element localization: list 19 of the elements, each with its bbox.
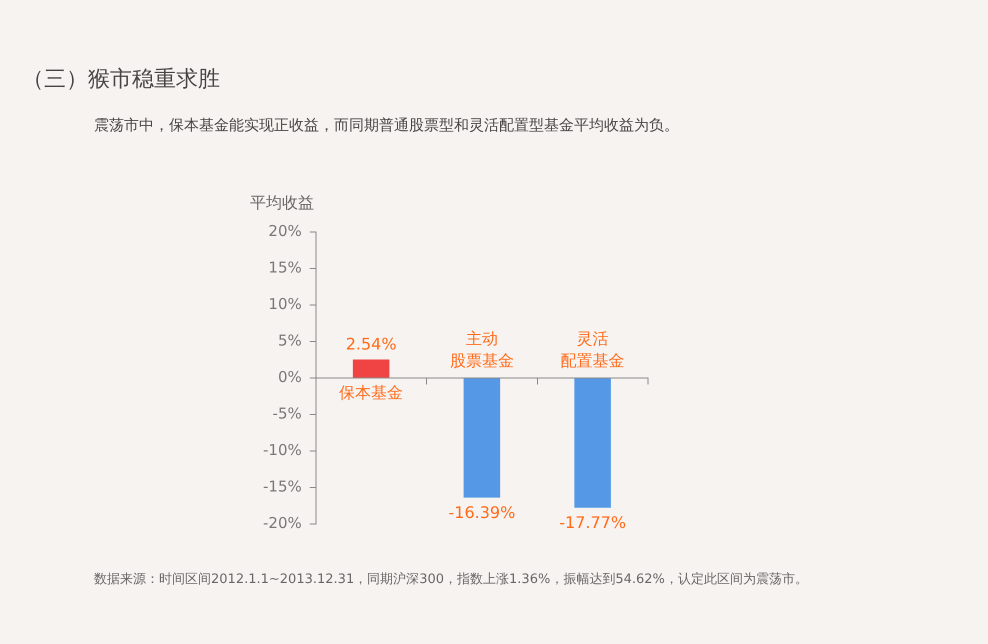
y-tick-label: -10% bbox=[262, 440, 302, 459]
source-note: 数据来源：时间区间2012.1.1~2013.12.31，同期沪深300，指数上涨1.36%，振幅达到54.62%，认定此区间为震荡市。 bbox=[94, 571, 808, 588]
x-tick-label: 灵活配置基金 bbox=[560, 329, 625, 370]
y-axis-title: 平均收益 bbox=[250, 193, 314, 214]
y-tick-label: -15% bbox=[262, 477, 302, 496]
data-label: -16.39% bbox=[448, 502, 516, 522]
y-tick-label: 10% bbox=[268, 294, 302, 313]
y-tick-label: 0% bbox=[278, 368, 302, 386]
y-tick-label: -20% bbox=[262, 514, 302, 532]
y-tick-label: 20% bbox=[268, 222, 302, 240]
data-label: -17.77% bbox=[559, 512, 626, 532]
text: （三）猴市稳重求胜 bbox=[22, 66, 220, 94]
x-tick-label: 保本基金 bbox=[339, 383, 404, 402]
y-tick-label: -5% bbox=[272, 404, 302, 422]
x-tick-label: 主动股票基金 bbox=[450, 329, 514, 370]
chart-subtitle: 震荡市中，保本基金能实现正收益，而同期普通股票型和灵活配置型基金平均收益为负。 bbox=[94, 116, 679, 135]
y-tick-label: 15% bbox=[268, 258, 302, 276]
y-tick-label: 5% bbox=[278, 331, 302, 350]
data-label: 2.54% bbox=[346, 334, 397, 354]
